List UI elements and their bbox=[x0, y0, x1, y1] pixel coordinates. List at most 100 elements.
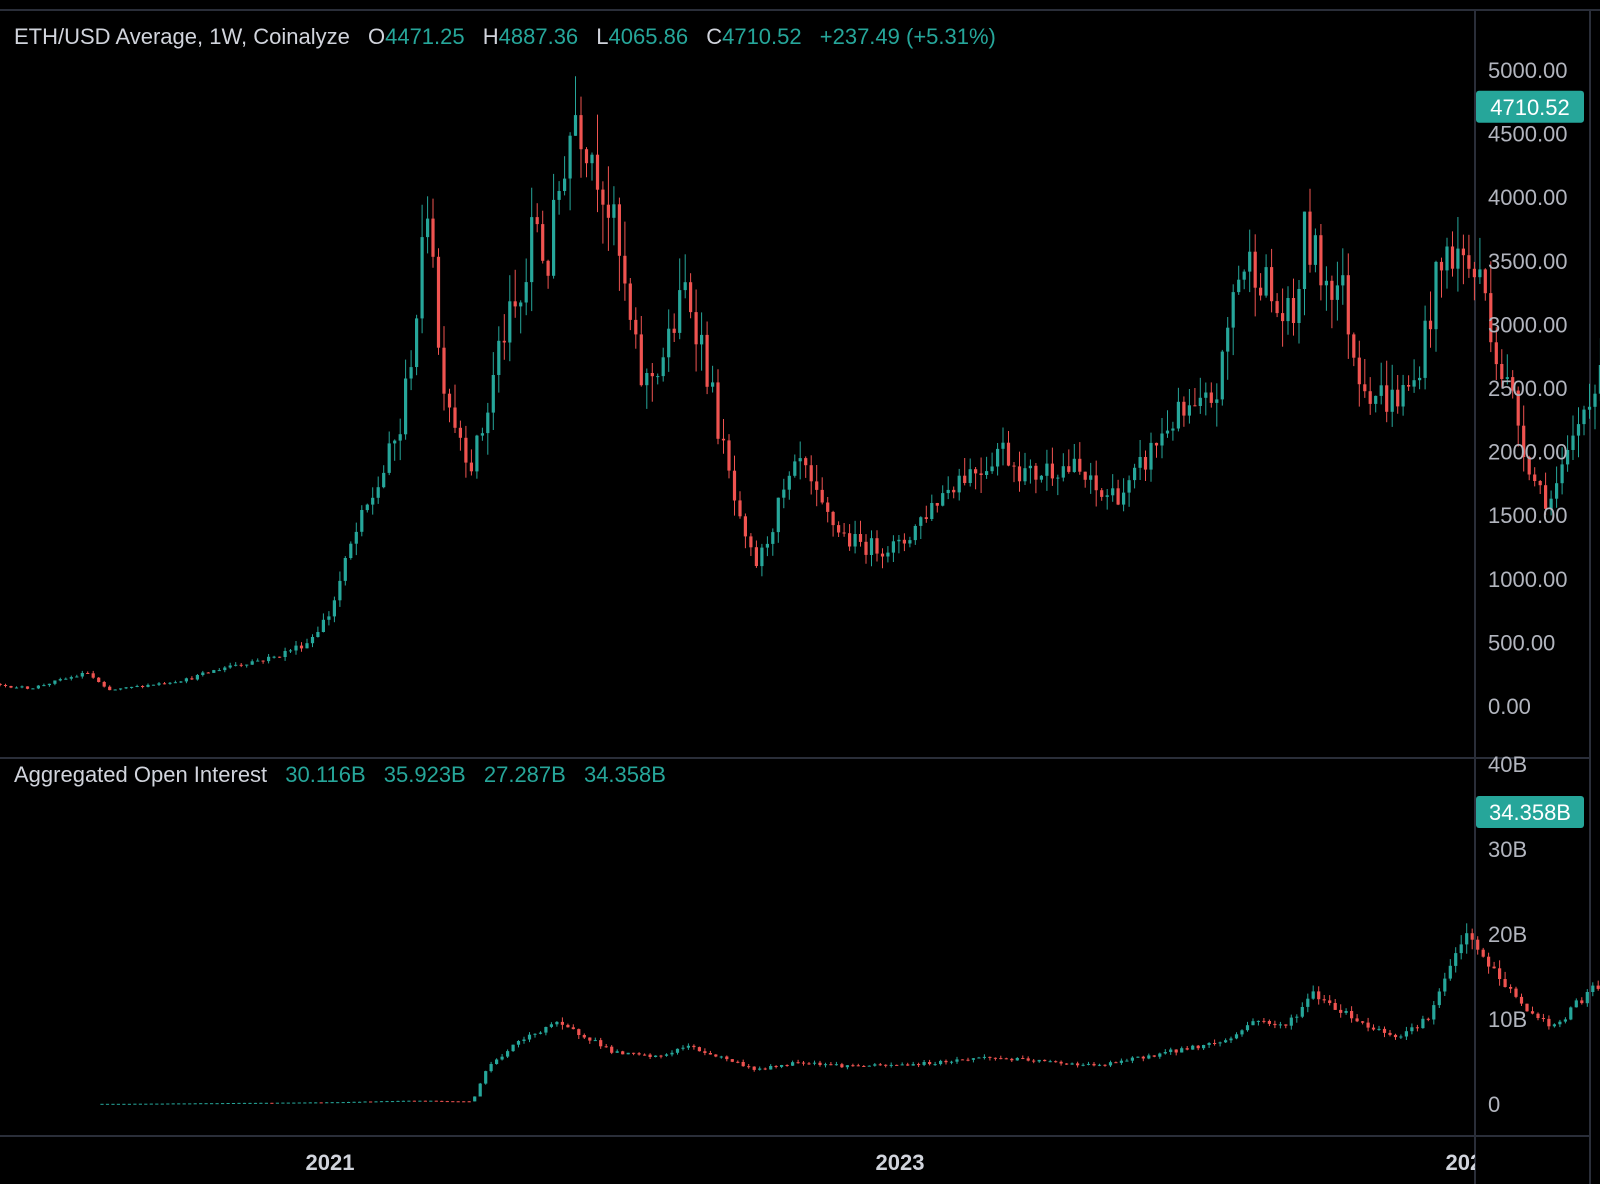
price-candle-body bbox=[151, 684, 156, 686]
oi-candle-body bbox=[1558, 1021, 1562, 1025]
price-candle-body bbox=[985, 471, 989, 475]
oi-candle-body bbox=[812, 1062, 817, 1064]
price-candle-body bbox=[732, 470, 737, 501]
oi-candle-body bbox=[319, 1102, 323, 1104]
oi-candle-body bbox=[769, 1066, 773, 1070]
oi-candle-body bbox=[1081, 1064, 1085, 1066]
oi-candle-body bbox=[1344, 1011, 1348, 1013]
oi-candle-body bbox=[675, 1048, 680, 1053]
price-candle-body bbox=[694, 312, 698, 345]
oi-candle-body bbox=[1459, 944, 1463, 954]
price-candle-body bbox=[0, 683, 2, 685]
price-candle-body bbox=[831, 511, 835, 526]
price-candle-body bbox=[1012, 465, 1016, 467]
oi-candle-body bbox=[1350, 1011, 1354, 1019]
price-candle-body bbox=[908, 540, 912, 544]
oi-candle-body bbox=[1295, 1016, 1299, 1018]
oi-candle-body bbox=[1174, 1049, 1178, 1053]
price-tick-label: 2500.00 bbox=[1488, 376, 1568, 401]
oi-candle-body bbox=[982, 1056, 986, 1058]
price-candle-body bbox=[173, 682, 177, 684]
price-candle-body bbox=[1522, 425, 1526, 457]
oi-candle-body bbox=[363, 1101, 367, 1103]
price-candle-body bbox=[480, 433, 484, 436]
oi-candle-body bbox=[374, 1101, 378, 1103]
price-candle-body bbox=[557, 191, 561, 200]
oi-candle-body bbox=[670, 1052, 674, 1055]
oi-candle-body bbox=[1552, 1024, 1556, 1027]
price-candle-body bbox=[245, 664, 249, 666]
oi-candle-body bbox=[741, 1062, 745, 1067]
price-candle-body bbox=[491, 375, 495, 413]
price-tick-label: 2000.00 bbox=[1488, 440, 1568, 465]
price-candle-body bbox=[1368, 391, 1372, 404]
price-candle-body bbox=[1138, 457, 1142, 468]
price-candles bbox=[0, 76, 1600, 691]
price-candle-body bbox=[1275, 301, 1279, 314]
price-candle-body bbox=[776, 497, 780, 533]
price-candle-body bbox=[1483, 269, 1487, 294]
oi-candle-body bbox=[330, 1102, 334, 1104]
oi-candle-body bbox=[352, 1101, 356, 1103]
oi-candle-body bbox=[785, 1065, 789, 1066]
price-candle-body bbox=[1478, 269, 1482, 278]
price-candle-body bbox=[996, 448, 1000, 467]
price-candle-body bbox=[1198, 397, 1202, 406]
oi-candle-body bbox=[758, 1068, 762, 1070]
oi-candle-body bbox=[1026, 1058, 1030, 1061]
price-candle-body bbox=[1527, 457, 1531, 475]
price-candle-body bbox=[941, 493, 945, 506]
price-candle-body bbox=[1576, 424, 1581, 436]
price-candle-body bbox=[272, 656, 276, 658]
separators bbox=[0, 9, 1600, 1184]
oi-candle-body bbox=[1180, 1048, 1184, 1053]
price-candle-body bbox=[431, 218, 435, 257]
price-candle-body bbox=[1034, 465, 1038, 480]
price-candle-body bbox=[749, 536, 753, 548]
price-candle-body bbox=[1324, 280, 1328, 286]
price-candle-body bbox=[1566, 450, 1570, 465]
price-candle-body bbox=[541, 224, 545, 261]
price-candle-body bbox=[771, 532, 775, 544]
price-candle-body bbox=[1330, 280, 1334, 300]
oi-candle-body bbox=[281, 1102, 285, 1104]
price-candle-body bbox=[787, 475, 791, 490]
price-candle-body bbox=[436, 256, 441, 348]
oi-candle-body bbox=[626, 1052, 630, 1055]
close-label: C bbox=[706, 24, 723, 49]
price-candle-body bbox=[968, 469, 972, 483]
price-candle-body bbox=[1100, 490, 1104, 497]
oi-candle-body bbox=[527, 1034, 532, 1040]
price-candle-body bbox=[14, 687, 19, 689]
oi-candle-body bbox=[1224, 1040, 1228, 1043]
price-candle-body bbox=[113, 689, 117, 691]
price-candle-body bbox=[475, 435, 479, 472]
price-candle-body bbox=[1127, 480, 1131, 493]
price-candle-body bbox=[1549, 498, 1553, 509]
price-tick-label: 0.00 bbox=[1488, 694, 1531, 719]
oi-candle-body bbox=[604, 1046, 608, 1048]
oi-candle-body bbox=[396, 1100, 400, 1102]
price-candle-body bbox=[1242, 271, 1246, 280]
oi-candle-body bbox=[149, 1103, 153, 1105]
price-candle-body bbox=[1450, 246, 1455, 269]
oi-candle-body bbox=[182, 1103, 186, 1105]
price-candle-body bbox=[288, 650, 293, 652]
oi-candle-body bbox=[1185, 1048, 1189, 1050]
price-candle-body bbox=[842, 532, 846, 534]
oi-candle-body bbox=[199, 1103, 203, 1105]
price-candle-body bbox=[869, 538, 874, 555]
price-candle-body bbox=[508, 301, 512, 343]
oi-candle-body bbox=[577, 1029, 581, 1035]
oi-candle-body bbox=[133, 1103, 137, 1105]
last-oi-tag-bg bbox=[1476, 796, 1584, 828]
price-candle-body bbox=[837, 525, 841, 533]
oi-candle-body bbox=[144, 1103, 148, 1105]
price-candle-body bbox=[332, 600, 336, 617]
oi-candle-body bbox=[714, 1054, 718, 1057]
price-candle-body bbox=[1001, 442, 1005, 449]
oi-title: Aggregated Open Interest bbox=[14, 762, 268, 787]
price-candle-body bbox=[9, 686, 13, 688]
price-candle-body bbox=[393, 440, 397, 444]
